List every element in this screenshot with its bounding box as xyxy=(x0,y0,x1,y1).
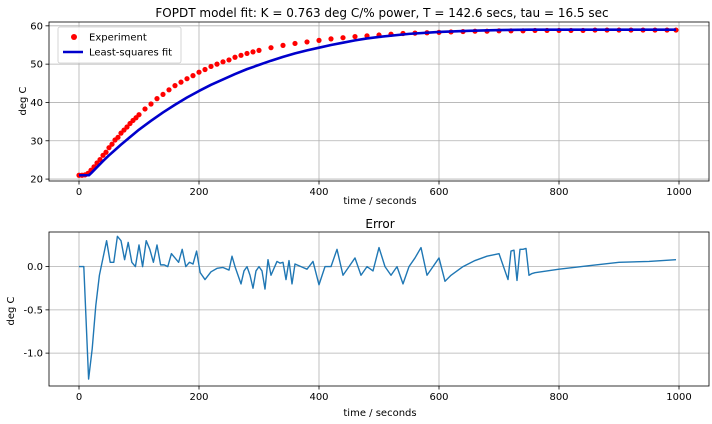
error-line xyxy=(79,235,677,380)
error-chart-ylabel: deg C xyxy=(6,296,17,325)
experiment-point xyxy=(292,40,298,47)
error-chart: Error 0 200 400 600 800 1000 -1.0 -0.5 0.0 time … xyxy=(6,217,710,419)
x-tick-label: 800 xyxy=(549,392,568,403)
y-tick-label: -0.5 xyxy=(23,305,43,316)
x-tick-label: 400 xyxy=(309,392,328,403)
x-tick-label: 0 xyxy=(76,392,82,403)
experiment-point xyxy=(106,145,112,151)
experiment-point xyxy=(166,87,172,93)
error-chart-ticks: 0 200 400 600 800 1000 -1.0 -0.5 0.0 xyxy=(23,262,691,403)
experiment-point xyxy=(115,134,121,140)
experiment-point xyxy=(196,69,202,75)
experiment-point xyxy=(208,63,214,70)
legend-experiment-label: Experiment xyxy=(89,33,147,44)
x-tick-label: 800 xyxy=(549,187,568,198)
experiment-point xyxy=(109,141,115,147)
error-chart-xlabel: time / seconds xyxy=(343,408,416,419)
y-tick-label: 20 xyxy=(30,175,43,186)
fit-chart-legend: Experiment Least-squares fit xyxy=(57,26,182,64)
y-tick-label: 0.0 xyxy=(27,262,43,273)
experiment-point xyxy=(226,57,232,63)
error-chart-data xyxy=(79,235,677,380)
experiment-point xyxy=(103,149,109,155)
legend-fit-label: Least-squares fit xyxy=(89,48,172,59)
experiment-point xyxy=(97,156,103,163)
legend-box xyxy=(57,26,182,64)
experiment-point xyxy=(256,47,262,53)
experiment-point xyxy=(220,59,226,65)
experiment-point xyxy=(124,124,130,130)
legend-experiment-marker xyxy=(71,34,77,40)
x-tick-label: 400 xyxy=(309,187,328,198)
experiment-point xyxy=(304,39,310,45)
experiment-point xyxy=(352,33,358,40)
fit-chart-xlabel: time / seconds xyxy=(343,196,416,207)
experiment-point xyxy=(214,61,220,67)
experiment-point xyxy=(160,91,166,98)
x-tick-label: 1000 xyxy=(666,392,691,403)
y-tick-label: 50 xyxy=(30,60,43,71)
experiment-point xyxy=(190,73,196,79)
x-tick-label: 0 xyxy=(76,187,82,198)
y-tick-label: 60 xyxy=(30,21,43,32)
x-tick-label: 600 xyxy=(429,187,448,198)
experiment-point xyxy=(154,96,160,102)
y-tick-label: 30 xyxy=(30,136,43,147)
experiment-point xyxy=(280,42,286,48)
error-chart-title: Error xyxy=(365,217,394,231)
experiment-point xyxy=(202,66,208,73)
experiment-point xyxy=(328,36,334,42)
experiment-point xyxy=(268,45,274,51)
experiment-point xyxy=(142,106,148,112)
experiment-point xyxy=(178,79,184,85)
experiment-point xyxy=(250,49,256,55)
x-tick-label: 200 xyxy=(189,392,208,403)
x-tick-label: 1000 xyxy=(666,187,691,198)
x-tick-label: 600 xyxy=(429,392,448,403)
x-tick-label: 200 xyxy=(189,187,208,198)
fit-chart-data xyxy=(76,27,679,178)
fit-chart-ticks: 0 200 400 600 800 1000 20 30 40 50 60 xyxy=(30,21,691,198)
experiment-point xyxy=(148,101,154,107)
fit-chart: FOPDT model fit: K = 0.763 deg C/% power… xyxy=(18,6,710,207)
fit-chart-grid xyxy=(49,22,709,181)
experiment-point xyxy=(316,37,322,43)
fit-chart-title: FOPDT model fit: K = 0.763 deg C/% power… xyxy=(155,6,608,20)
experiment-point xyxy=(244,50,250,57)
fit-chart-ylabel: deg C xyxy=(18,86,29,115)
experiment-point xyxy=(232,54,238,60)
y-tick-label: 40 xyxy=(30,98,43,109)
experiment-point xyxy=(172,83,178,89)
fit-line xyxy=(79,28,676,177)
experiment-point xyxy=(136,112,142,118)
experiment-point xyxy=(340,35,346,41)
experiment-point xyxy=(184,76,190,82)
experiment-point xyxy=(238,52,244,58)
y-tick-label: -1.0 xyxy=(23,349,43,360)
error-chart-frame xyxy=(48,231,710,387)
fit-chart-frame xyxy=(48,21,710,182)
